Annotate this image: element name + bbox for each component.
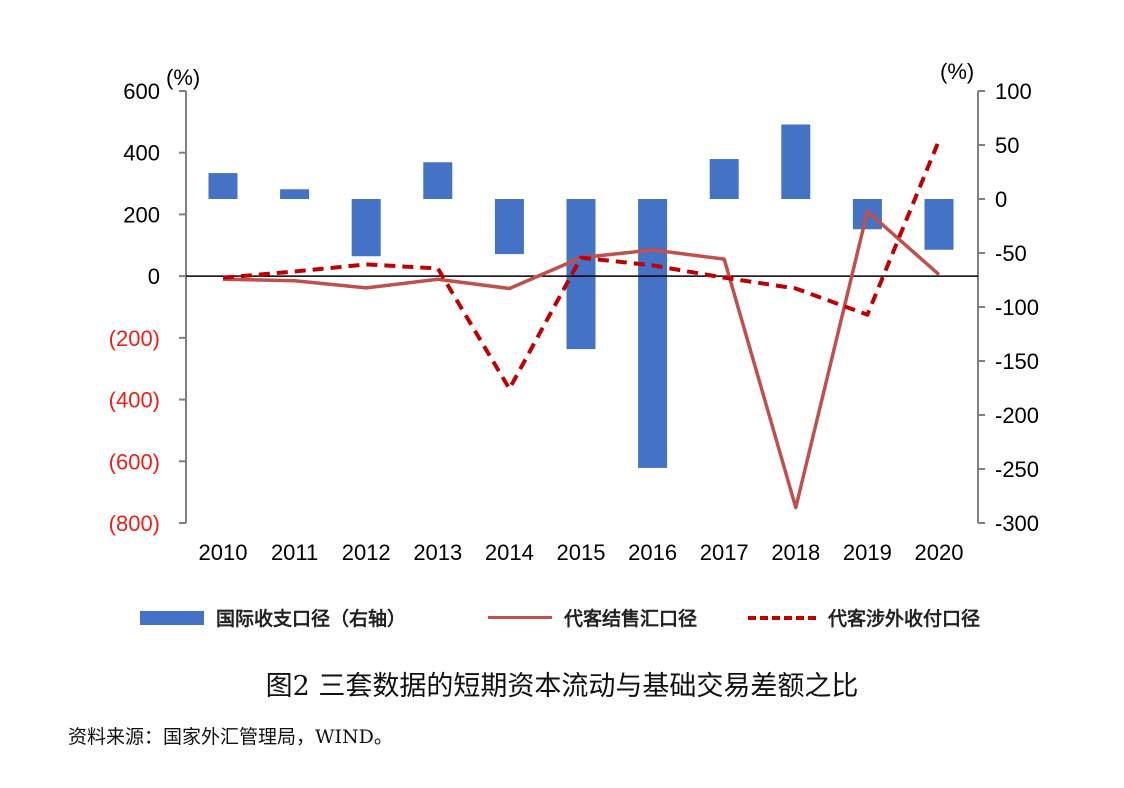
bar-series-bop [208, 124, 954, 468]
right-tick-label: 0 [995, 187, 1007, 212]
legend-item-fx-settlement: 代客结售汇口径 [488, 604, 697, 631]
legend-swatch-dashed [748, 615, 816, 620]
legend-label-bop: 国际收支口径（右轴） [216, 608, 407, 630]
right-tick-label: 100 [995, 79, 1032, 104]
line-series-foreign-receipts [222, 139, 941, 391]
bar-2015 [566, 199, 596, 350]
bar-2018 [781, 124, 811, 199]
x-tick-label-2015: 2015 [557, 540, 606, 565]
chart-axes [179, 90, 985, 524]
source-note: 资料来源：国家外汇管理局，WIND。 [68, 726, 393, 748]
bar-2014 [494, 199, 524, 255]
x-tick-label-2020: 2020 [915, 540, 964, 565]
right-tick-label: -200 [995, 403, 1039, 428]
right-tick-label: -250 [995, 457, 1039, 482]
left-tick-label: 400 [123, 141, 160, 166]
legend-label-foreign-receipts: 代客涉外收付口径 [828, 608, 981, 630]
figure-caption: 图2 三套数据的短期资本流动与基础交易差额之比 [265, 671, 859, 702]
legend-swatch-bar [140, 610, 204, 625]
combo-chart: 600 400 200 0 (200) (400) (600) (800) 100 50 0 -50 -… [109, 59, 1039, 565]
x-tick-label-2018: 2018 [771, 540, 820, 565]
legend-item-foreign-receipts: 代客涉外收付口径 [748, 604, 980, 631]
left-tick-label: (600) [109, 449, 160, 474]
bar-2016 [638, 199, 668, 468]
x-tick-label-2013: 2013 [413, 540, 462, 565]
right-tick-label: -100 [995, 295, 1039, 320]
bar-2012 [351, 199, 381, 257]
left-axis-unit: (%) [166, 65, 200, 90]
left-tick-label: (800) [109, 511, 160, 536]
right-tick-label: -150 [995, 349, 1039, 374]
bar-2017 [709, 159, 739, 199]
x-tick-label-2011: 2011 [271, 540, 318, 565]
right-tick-label: -300 [995, 511, 1039, 536]
tick-labels: 600 400 200 0 (200) (400) (600) (800) 100 50 0 -50 -… [109, 59, 1039, 565]
x-tick-label-2017: 2017 [700, 540, 749, 565]
bar-2011 [280, 189, 310, 199]
bar-2010 [208, 173, 238, 199]
x-tick-label-2016: 2016 [628, 540, 677, 565]
legend-label-fx-settlement: 代客结售汇口径 [564, 608, 698, 630]
x-tick-label-2014: 2014 [485, 540, 534, 565]
left-tick-label: (200) [109, 326, 160, 351]
legend-item-bop: 国际收支口径（右轴） [140, 604, 406, 631]
line-series-group [222, 139, 941, 510]
left-tick-label: 200 [123, 202, 160, 227]
bar-2020 [924, 199, 954, 250]
bar-2013 [423, 162, 453, 199]
left-tick-label: 0 [148, 264, 160, 289]
x-tick-label-2010: 2010 [199, 540, 248, 565]
right-axis-unit: (%) [940, 59, 974, 84]
chart-legend: 国际收支口径（右轴） 代客结售汇口径 代客涉外收付口径 [0, 604, 1124, 636]
right-tick-label: -50 [995, 241, 1027, 266]
left-tick-label: (400) [109, 388, 160, 413]
left-tick-label: 600 [123, 79, 160, 104]
x-tick-label-2019: 2019 [843, 540, 892, 565]
legend-swatch-line [488, 616, 552, 619]
right-tick-label: 50 [995, 133, 1019, 158]
x-tick-label-2012: 2012 [342, 540, 391, 565]
